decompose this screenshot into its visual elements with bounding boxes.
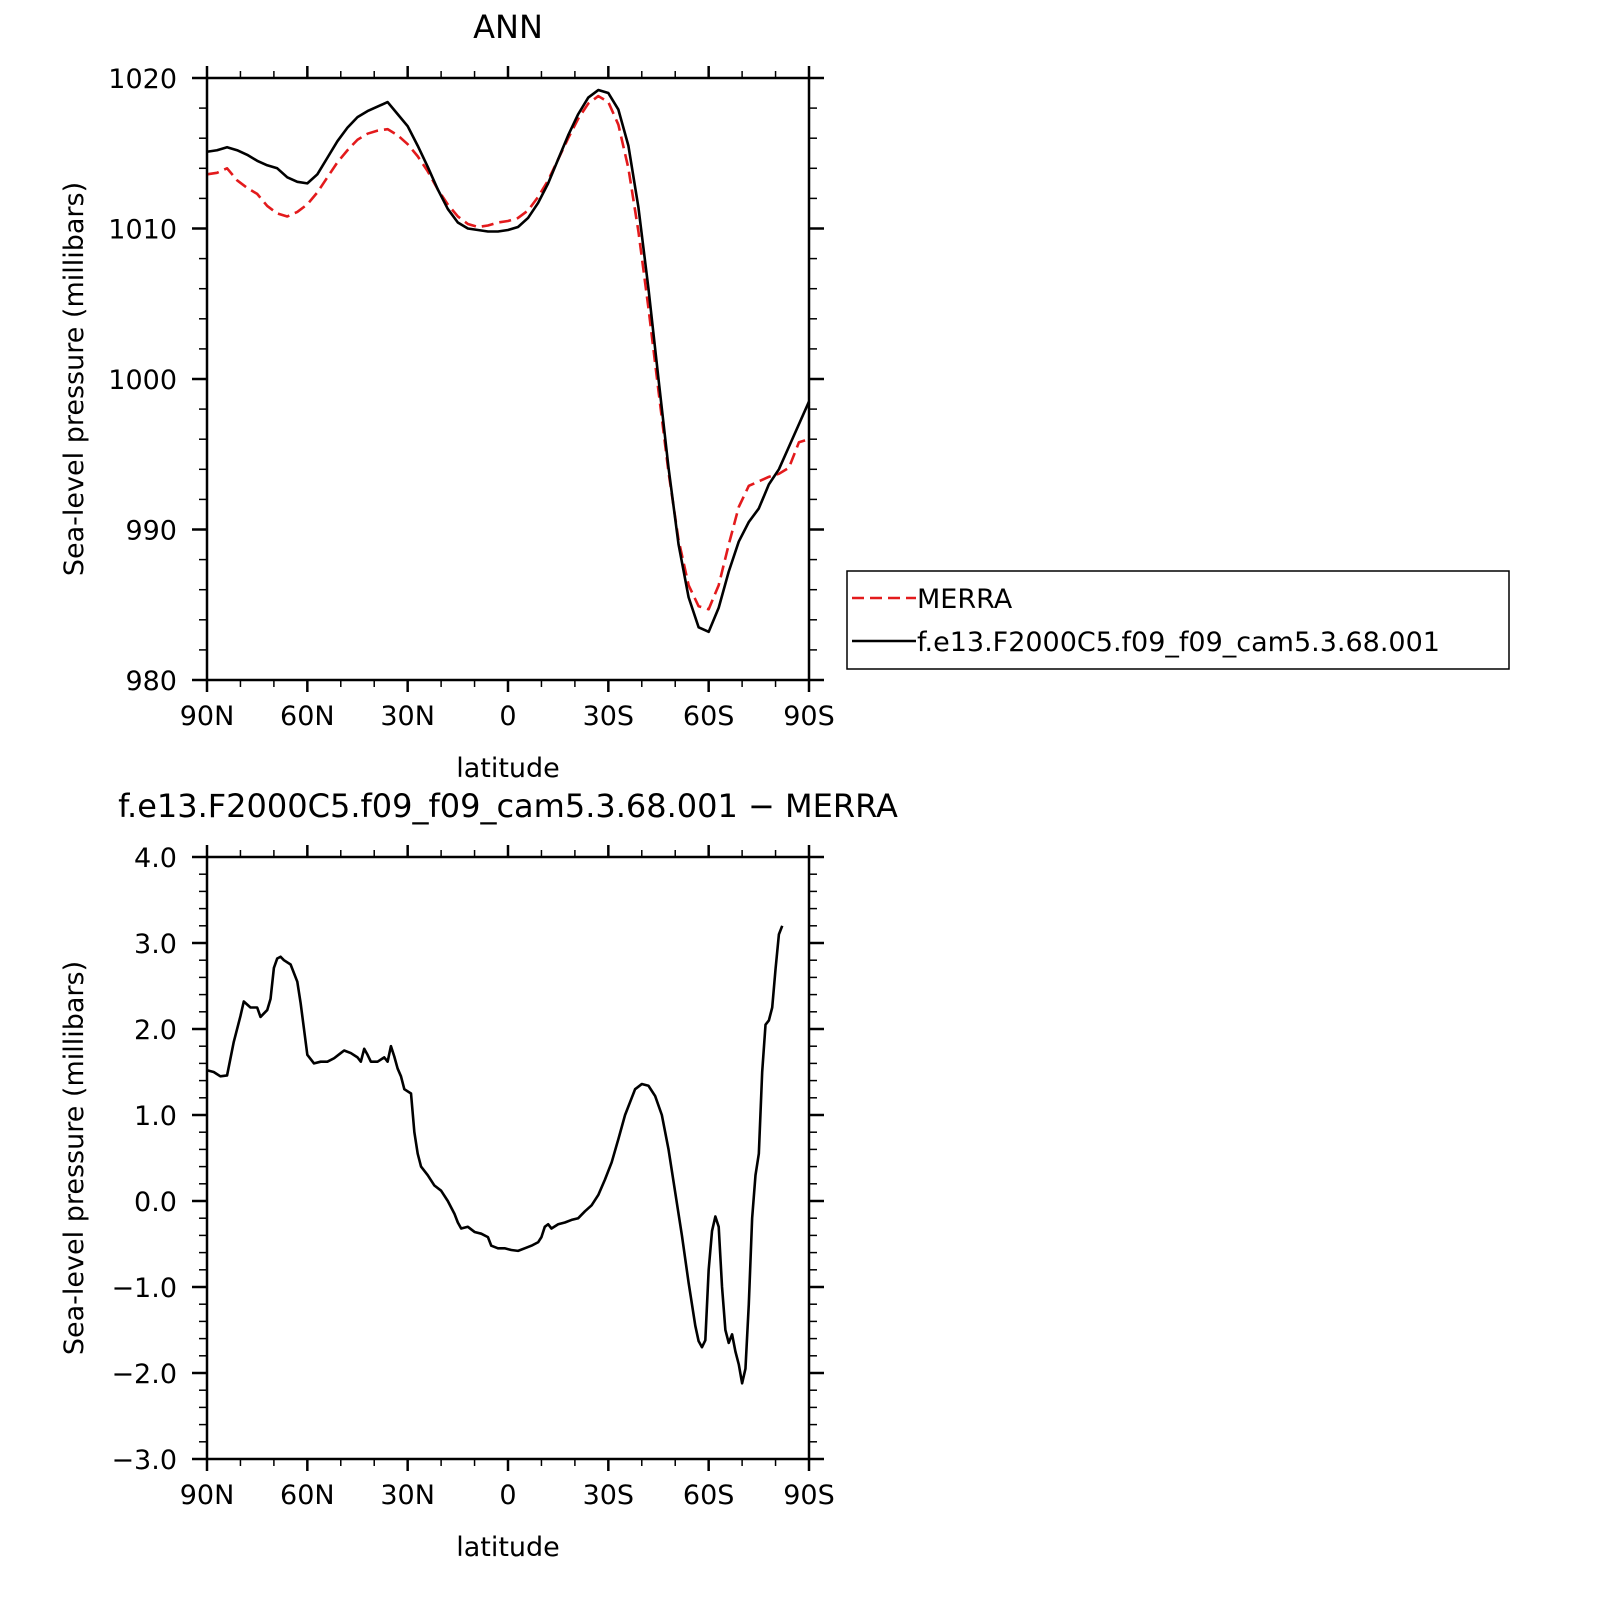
- bottom-panel-x-axis-label: latitude: [456, 1532, 560, 1563]
- y-tick-label: 2.0: [134, 1015, 177, 1046]
- x-tick-label: 60S: [683, 701, 735, 732]
- y-tick-label: 3.0: [134, 929, 177, 960]
- x-tick-label: 0: [499, 701, 516, 732]
- y-tick-label: 1020: [108, 64, 177, 95]
- legend-label-merra: MERRA: [917, 584, 1013, 615]
- top-panel-series: [206, 88, 811, 634]
- top-panel-frame: [205, 76, 811, 682]
- top-panel-legend: MERRA f.e13.F2000C5.f09_f09_cam5.3.68.00…: [846, 570, 1510, 670]
- x-tick-label: 0: [499, 1480, 516, 1511]
- x-tick-label: 60S: [683, 1480, 735, 1511]
- series-line-merra: [206, 94, 810, 611]
- legend-label-model: f.e13.F2000C5.f09_f09_cam5.3.68.001: [917, 627, 1440, 658]
- x-tick-label: 90S: [783, 1480, 835, 1511]
- x-tick-label: 30N: [380, 701, 435, 732]
- bottom-panel-ticks: 90N 60N 30N 0 30S 60S 90S −3.0 −2.0 −1.0 0.0 1.0 2.0…: [111, 843, 834, 1511]
- series-line-model: [206, 88, 811, 634]
- y-tick-label: 0.0: [134, 1187, 177, 1218]
- y-tick-label: −2.0: [111, 1359, 177, 1390]
- x-tick-label: 90N: [180, 701, 235, 732]
- x-tick-label: 60N: [280, 701, 335, 732]
- top-panel-x-axis-label: latitude: [456, 753, 560, 784]
- bottom-panel: f.e13.F2000C5.f09_f09_cam5.3.68.001 − ME…: [59, 787, 898, 1563]
- bottom-panel-y-axis-label: Sea-level pressure (millibars): [59, 961, 90, 1355]
- x-tick-label: 90N: [180, 1480, 235, 1511]
- bottom-panel-frame: [205, 855, 811, 1461]
- y-tick-label: 1010: [108, 215, 177, 246]
- bottom-panel-series: [206, 925, 784, 1385]
- x-tick-label: 30S: [583, 701, 635, 732]
- x-tick-label: 60N: [280, 1480, 335, 1511]
- top-panel: ANN 90N 60N 30N 0 30S 60S 90S 980 990 1000 1010 102…: [59, 8, 1510, 784]
- x-tick-label: 30N: [380, 1480, 435, 1511]
- y-tick-label: 1.0: [134, 1101, 177, 1132]
- x-tick-label: 30S: [583, 1480, 635, 1511]
- y-tick-label: −3.0: [111, 1445, 177, 1476]
- legend-box: [846, 570, 1510, 670]
- y-tick-label: 990: [125, 516, 177, 547]
- y-tick-label: −1.0: [111, 1273, 177, 1304]
- top-panel-y-axis-label: Sea-level pressure (millibars): [59, 182, 90, 576]
- y-tick-label: 1000: [108, 365, 177, 396]
- bottom-panel-title: f.e13.F2000C5.f09_f09_cam5.3.68.001 − ME…: [118, 787, 898, 825]
- x-tick-label: 90S: [783, 701, 835, 732]
- top-panel-title: ANN: [473, 8, 543, 46]
- y-tick-label: 980: [125, 666, 177, 697]
- difference-line: [206, 925, 784, 1385]
- y-tick-label: 4.0: [134, 843, 177, 874]
- top-panel-ticks: 90N 60N 30N 0 30S 60S 90S 980 990 1000 1010 1020: [108, 64, 834, 732]
